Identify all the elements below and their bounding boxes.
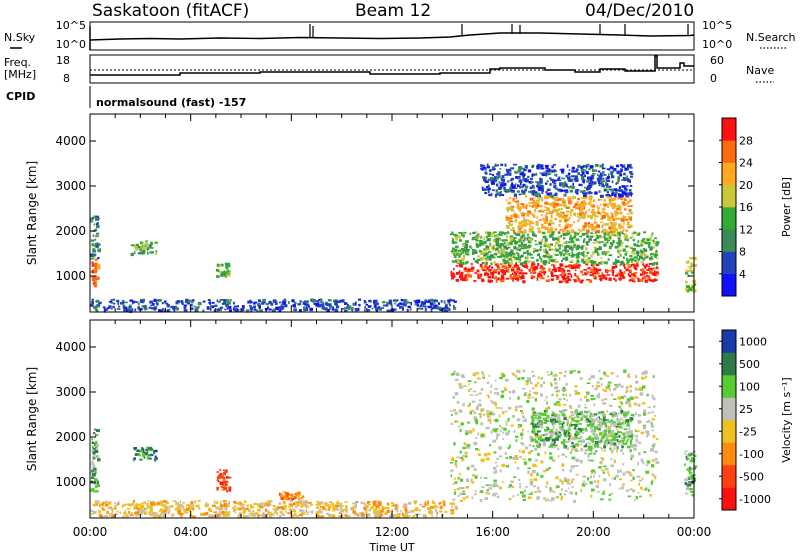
velocity-region-4 bbox=[90, 500, 459, 519]
date-title: 04/Dec/2010 bbox=[585, 1, 694, 21]
freq-panel-frame bbox=[89, 54, 695, 84]
power-region-3 bbox=[215, 262, 231, 278]
power-cbtick-2: 12 bbox=[739, 223, 753, 236]
velocity-colorbar-label: Velocity [m s⁻¹] bbox=[780, 377, 793, 462]
velocity-colorbar-bin-5 bbox=[722, 375, 736, 398]
power-cbtick-0: 4 bbox=[739, 268, 746, 281]
velocity-colorbar: 1000 500 100 25 -25 -100 -500 -1000 Velocity [m … bbox=[719, 329, 793, 511]
x-tick-0: 00:00 bbox=[73, 525, 108, 539]
velocity-colorbar-bin-1 bbox=[722, 465, 736, 488]
power-ylabel: Slant Range [km] bbox=[25, 161, 39, 265]
velocity-colorbar-bin-2 bbox=[722, 442, 736, 466]
power-colorbar-bin-1 bbox=[722, 251, 736, 275]
x-axis-label: Time UT bbox=[368, 541, 414, 554]
freq-label-2: [MHz] bbox=[4, 68, 36, 81]
power-cbtick-4: 20 bbox=[739, 179, 753, 192]
station-title: Saskatoon (fitACF) bbox=[92, 1, 249, 21]
nsky-trace bbox=[89, 24, 695, 50]
velocity-colorbar-bin-6 bbox=[722, 352, 736, 376]
nave-label: Nave bbox=[746, 64, 774, 77]
velocity-colorbar-bin-7 bbox=[722, 330, 736, 353]
x-tick-2: 08:00 bbox=[274, 525, 309, 539]
freq-trace bbox=[90, 55, 694, 76]
velocity-cbtick-2: 100 bbox=[739, 380, 760, 393]
velocity-region-2 bbox=[216, 469, 232, 493]
beam-title: Beam 12 bbox=[355, 1, 431, 21]
power-cbtick-3: 16 bbox=[739, 201, 753, 214]
power-region-4 bbox=[90, 298, 457, 313]
freq-label-1: Freq. bbox=[4, 56, 31, 69]
velocity-cbtick-3: 25 bbox=[739, 403, 753, 416]
velocity-colorbar-bin-3 bbox=[722, 420, 736, 443]
velocity-colorbar-bin-4 bbox=[722, 397, 736, 421]
power-region-8 bbox=[480, 163, 634, 199]
velocity-colorbar-bin-0 bbox=[722, 487, 736, 511]
nave-tick-top: 60 bbox=[710, 54, 724, 67]
velocity-cbtick-0: 1000 bbox=[739, 335, 767, 348]
velocity-ytick-0: 1000 bbox=[55, 475, 86, 489]
nsearch-label: N.Search bbox=[746, 31, 796, 44]
power-colorbar-bin-3 bbox=[722, 207, 736, 230]
velocity-region-1 bbox=[132, 446, 158, 462]
x-tick-5: 20:00 bbox=[576, 525, 611, 539]
time-axis: 00:00 04:00 08:00 12:00 16:00 20:00 00:00 bbox=[73, 525, 712, 539]
x-tick-3: 12:00 bbox=[375, 525, 410, 539]
velocity-region-6 bbox=[530, 410, 635, 449]
power-region-1 bbox=[90, 215, 101, 260]
velocity-ytick-2: 3000 bbox=[55, 385, 86, 399]
velocity-cbtick-7: -1000 bbox=[739, 493, 771, 506]
power-region-9 bbox=[685, 256, 697, 293]
power-cbtick-6: 28 bbox=[739, 134, 753, 147]
power-colorbar-bin-4 bbox=[722, 184, 736, 208]
power-ytick-2: 3000 bbox=[55, 179, 86, 193]
velocity-ylabel: Slant Range [km] bbox=[25, 367, 39, 471]
velocity-region-0 bbox=[90, 428, 101, 493]
nsearch-tick-top: 10^5 bbox=[702, 19, 732, 32]
freq-tick-bottom: 8 bbox=[63, 72, 70, 85]
nsky-panel-frame bbox=[89, 21, 695, 51]
nsky-tick-top: 10^5 bbox=[56, 19, 86, 32]
cpid-label: CPID bbox=[6, 90, 35, 103]
power-colorbar-bin-6 bbox=[722, 140, 736, 163]
velocity-cbtick-5: -100 bbox=[739, 448, 764, 461]
power-colorbar-bin-5 bbox=[722, 162, 736, 186]
nsearch-tick-bottom: 10^0 bbox=[702, 38, 732, 51]
velocity-ytick-3: 4000 bbox=[55, 340, 86, 354]
power-ytick-0: 1000 bbox=[55, 269, 86, 283]
power-colorbar: 4 8 12 16 20 24 28 Power [dB] bbox=[719, 117, 793, 297]
x-tick-6: 00:00 bbox=[677, 525, 712, 539]
freq-tick-top: 18 bbox=[56, 54, 70, 67]
power-ytick-3: 4000 bbox=[55, 134, 86, 148]
velocity-region-7 bbox=[684, 450, 698, 497]
power-region-7 bbox=[505, 195, 633, 234]
power-colorbar-bin-0 bbox=[722, 273, 736, 297]
velocity-cbtick-4: -25 bbox=[739, 425, 757, 438]
power-region-2 bbox=[130, 240, 158, 257]
velocity-ytick-1: 2000 bbox=[55, 430, 86, 444]
power-region-0 bbox=[90, 258, 101, 288]
power-colorbar-bin-2 bbox=[722, 229, 736, 252]
nsky-label: N.Sky bbox=[4, 31, 36, 44]
power-colorbar-bin-7 bbox=[722, 118, 736, 141]
x-tick-4: 16:00 bbox=[475, 525, 510, 539]
power-panel: 1000 2000 3000 4000 Slant Range [km] 4 8 12 16 20… bbox=[25, 113, 793, 313]
cpid-text: normalsound (fast) -157 bbox=[96, 96, 246, 109]
x-tick-1: 04:00 bbox=[173, 525, 208, 539]
power-colorbar-label: Power [dB] bbox=[780, 177, 793, 237]
nave-tick-bottom: 0 bbox=[710, 72, 717, 85]
velocity-cbtick-6: -500 bbox=[739, 470, 764, 483]
power-region-6 bbox=[449, 231, 660, 266]
power-region-5 bbox=[450, 262, 659, 284]
velocity-region-3 bbox=[279, 491, 305, 501]
nsky-tick-bottom: 10^0 bbox=[56, 38, 86, 51]
power-cbtick-5: 24 bbox=[739, 157, 753, 170]
power-cbtick-1: 8 bbox=[739, 246, 746, 259]
velocity-cbtick-1: 500 bbox=[739, 358, 760, 371]
power-ytick-1: 2000 bbox=[55, 224, 86, 238]
